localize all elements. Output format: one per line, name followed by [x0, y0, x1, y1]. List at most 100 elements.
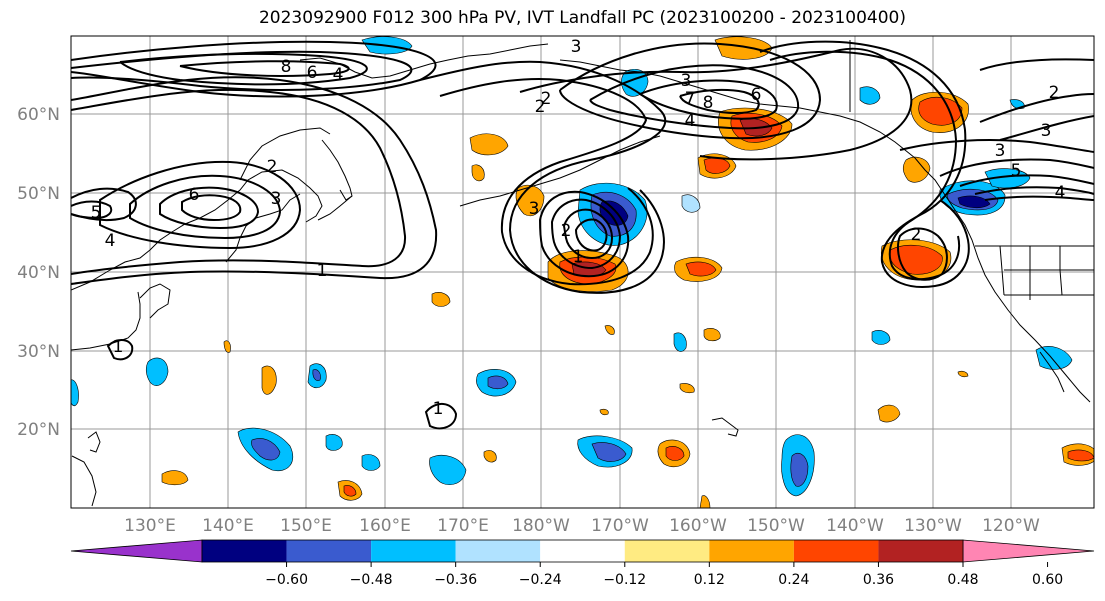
lon-label: 150°W	[747, 516, 805, 536]
contour-label: 1	[433, 399, 444, 419]
shade-blob	[957, 370, 969, 378]
longitude-labels: 130°E 140°E 150°E 160°E 170°E 180°W 170°…	[124, 516, 1040, 536]
shade-blob	[483, 450, 497, 463]
lon-label: 170°E	[437, 516, 489, 536]
contour-line	[550, 198, 622, 270]
coast-alaska	[559, 59, 916, 159]
contour-line	[979, 93, 1094, 123]
lon-label: 160°E	[359, 516, 411, 536]
lon-label: 180°W	[512, 516, 570, 536]
pv-contours	[71, 40, 1094, 430]
contour-line	[181, 194, 242, 222]
contour-label: 2	[267, 157, 278, 177]
contour-label: 3	[995, 141, 1006, 161]
contour-label: 7	[685, 89, 696, 109]
contour-line	[939, 158, 1094, 177]
contour-line	[984, 195, 1094, 201]
shade-blob	[685, 261, 717, 277]
contour-line	[159, 186, 260, 230]
contour-line	[71, 76, 438, 285]
shade-blob	[251, 438, 281, 461]
shade-blob	[223, 340, 231, 353]
contour-label: 5	[1011, 161, 1022, 181]
shade-blob	[343, 485, 357, 497]
contour-line	[769, 50, 960, 281]
lat-label: 60°N	[17, 105, 60, 125]
lat-label: 20°N	[17, 420, 60, 440]
shade-blob	[261, 365, 277, 395]
shade-blob	[312, 369, 321, 381]
lon-label: 160°W	[669, 516, 727, 536]
contour-line	[574, 218, 608, 252]
lon-label: 120°W	[982, 516, 1040, 536]
shade-blob	[361, 454, 381, 471]
shade-blob	[699, 495, 711, 508]
contour-line	[99, 160, 302, 250]
shade-blob	[599, 408, 609, 416]
shade-blob	[487, 375, 509, 390]
coast-philippines	[71, 455, 97, 507]
shade-blob	[71, 379, 79, 407]
contour-line	[959, 174, 1094, 187]
contour-label: 5	[91, 203, 102, 223]
shade-blob	[681, 194, 701, 213]
border-states	[999, 245, 1094, 300]
contour-line	[679, 88, 760, 114]
coast-kuril	[317, 195, 353, 221]
map-frame	[70, 35, 1095, 509]
contour-line	[424, 403, 458, 430]
contour-label: 1	[317, 261, 328, 281]
latitude-labels: 60°N 50°N 40°N 30°N 20°N	[17, 105, 60, 440]
shade-blob	[469, 133, 509, 156]
contour-line	[179, 60, 350, 77]
shade-blob	[877, 404, 901, 423]
shade-blob	[957, 195, 991, 209]
contour-label: 8	[281, 57, 292, 77]
contour-label: 4	[333, 65, 344, 85]
shade-blob	[790, 453, 809, 487]
shade-blob	[145, 357, 169, 386]
contour-line	[538, 190, 630, 278]
contour-line	[71, 40, 437, 98]
coast-north-america-west	[914, 157, 1091, 403]
contour-label: 3	[681, 71, 692, 91]
coast-china	[71, 291, 141, 351]
contour-label: 3	[1041, 121, 1052, 141]
contour-line	[519, 47, 913, 161]
lon-label: 150°E	[280, 516, 332, 536]
contour-line	[106, 339, 134, 361]
contour-label: 6	[189, 185, 200, 205]
contour-line	[974, 186, 1094, 195]
shade-blob	[604, 325, 615, 335]
figure-title: 2023092900 F012 300 hPa PV, IVT Landfall…	[258, 8, 906, 28]
contour-label: 4	[685, 111, 696, 131]
contour-line	[899, 139, 1094, 153]
shade-blob	[429, 455, 467, 485]
coast-okhotsk	[239, 127, 331, 181]
contour-line	[562, 208, 614, 260]
coast-asia-east	[71, 169, 323, 291]
coast-hawaii	[711, 417, 739, 437]
shade-blob	[871, 330, 891, 345]
contour-line	[71, 88, 407, 275]
contour-line	[639, 79, 778, 120]
lon-label: 140°E	[202, 516, 254, 536]
contour-label: 4	[1055, 183, 1066, 203]
shade-blob	[902, 156, 931, 183]
coast-baja	[1039, 351, 1065, 393]
contour-line	[559, 42, 822, 140]
shade-blob	[161, 470, 189, 486]
shade-blob	[859, 86, 881, 105]
contour-label: 3	[271, 189, 282, 209]
coast-korea	[139, 283, 171, 319]
coast-aleutians	[459, 135, 661, 207]
contour-line	[897, 227, 948, 281]
shade-blob	[325, 434, 343, 451]
shade-blob	[591, 442, 627, 462]
contour-line	[419, 60, 667, 294]
contour-label: 6	[751, 85, 762, 105]
shaded-field	[71, 36, 1094, 508]
shade-blob	[673, 332, 687, 352]
contour-label: 2	[911, 225, 922, 245]
